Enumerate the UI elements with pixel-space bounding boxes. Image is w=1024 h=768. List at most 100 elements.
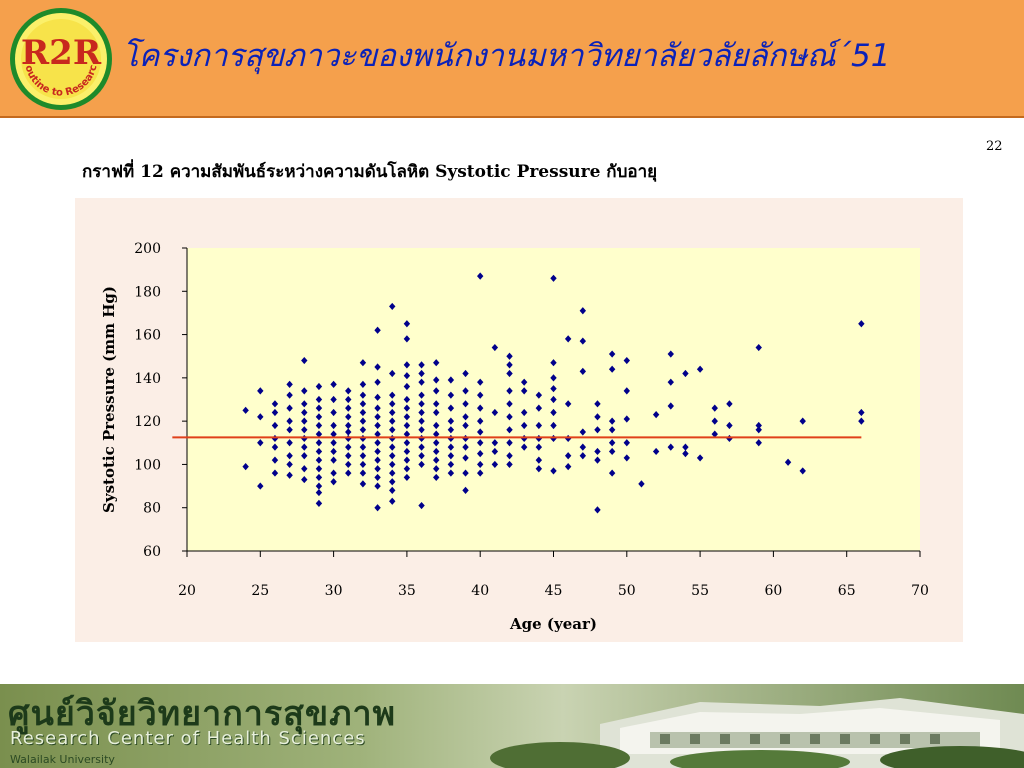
- data-point: [506, 426, 513, 434]
- data-point: [418, 434, 425, 443]
- data-point: [315, 465, 323, 473]
- data-point: [623, 454, 630, 462]
- data-point: [345, 460, 352, 469]
- data-point: [447, 469, 455, 477]
- data-point: [711, 404, 718, 412]
- data-point: [667, 350, 674, 358]
- data-point: [550, 359, 557, 367]
- data-point: [389, 486, 396, 494]
- data-point: [667, 378, 674, 386]
- y-tick-label: 60: [143, 544, 161, 560]
- data-point: [403, 456, 411, 464]
- data-point: [418, 378, 425, 386]
- data-point: [315, 430, 323, 438]
- data-point: [506, 460, 513, 469]
- data-point: [506, 452, 513, 460]
- data-point: [550, 434, 557, 443]
- data-point: [550, 274, 557, 282]
- data-point: [345, 428, 352, 436]
- data-point: [315, 473, 323, 482]
- data-point: [418, 369, 425, 378]
- footer-title-thai: ศูนย์วิจัยวิทยาการสุขภาพ: [8, 694, 397, 734]
- x-tick-label: 25: [251, 583, 269, 599]
- data-point: [667, 402, 674, 410]
- footer-university: Walailak University: [10, 753, 115, 766]
- data-point: [506, 369, 513, 378]
- data-point: [550, 421, 557, 430]
- data-point: [403, 421, 411, 430]
- data-point: [359, 426, 367, 434]
- header-title: โครงการสุขภาวะของพนักงานมหาวิทยาลัยวลัยล…: [122, 38, 891, 74]
- data-point: [858, 417, 865, 425]
- y-tick-label: 200: [134, 241, 161, 257]
- data-point: [359, 452, 367, 460]
- data-point: [491, 460, 499, 469]
- data-point: [345, 395, 352, 404]
- data-point: [506, 352, 513, 360]
- data-point: [608, 439, 616, 447]
- data-point: [418, 408, 425, 417]
- data-point: [315, 447, 323, 456]
- x-axis-label: Age (year): [509, 615, 597, 633]
- data-point: [330, 469, 337, 477]
- data-point: [608, 447, 616, 456]
- data-point: [799, 467, 806, 475]
- data-point: [286, 460, 293, 469]
- data-point: [623, 415, 630, 423]
- x-tick-label: 50: [618, 583, 636, 599]
- data-point: [242, 406, 249, 414]
- svg-text:R2R: R2R: [21, 33, 102, 73]
- data-point: [359, 408, 367, 417]
- data-point: [271, 408, 279, 417]
- data-point: [271, 469, 279, 477]
- data-point: [330, 456, 337, 464]
- data-point: [447, 452, 455, 460]
- x-tick-label: 40: [471, 583, 489, 599]
- x-tick-label: 35: [398, 583, 416, 599]
- data-point: [374, 482, 381, 490]
- scatter-chart: 60 80 100 120 140 160 180 200 20 25 30 35 40 45 50 55 60…: [100, 241, 929, 633]
- data-point: [389, 408, 396, 417]
- data-point: [330, 395, 337, 404]
- chart-panel: 60 80 100 120 140 160 180 200 20 25 30 35 40 45 50 55 60…: [75, 198, 963, 642]
- data-point: [477, 469, 484, 477]
- data-point: [623, 439, 630, 447]
- data-point: [315, 421, 323, 430]
- data-point: [726, 421, 733, 430]
- y-tick-label: 140: [134, 371, 161, 387]
- data-point: [550, 374, 557, 382]
- data-point: [301, 465, 308, 473]
- data-point: [755, 343, 762, 352]
- data-point: [271, 421, 279, 430]
- data-point: [462, 421, 469, 430]
- data-point: [257, 387, 264, 395]
- data-point: [403, 395, 411, 404]
- y-tick-label: 100: [134, 457, 161, 473]
- data-point: [608, 365, 616, 373]
- data-point: [374, 421, 381, 430]
- data-point: [330, 421, 337, 430]
- data-point: [315, 482, 323, 490]
- data-point: [858, 408, 865, 417]
- data-point: [682, 443, 689, 451]
- data-point: [858, 320, 865, 328]
- data-point: [433, 473, 440, 482]
- data-point: [652, 447, 660, 456]
- footer-title-english: Research Center of Health Sciences: [10, 728, 366, 749]
- data-point: [462, 454, 469, 462]
- data-point: [608, 469, 616, 477]
- data-point: [418, 452, 425, 460]
- data-point: [315, 488, 323, 497]
- data-point: [257, 413, 264, 421]
- x-tick-label: 30: [325, 583, 343, 599]
- data-point: [418, 460, 425, 469]
- data-point: [286, 439, 293, 447]
- data-point: [315, 404, 323, 412]
- data-point: [433, 465, 440, 473]
- data-point: [682, 369, 689, 378]
- data-point: [594, 506, 601, 514]
- x-tick-label: 55: [691, 583, 709, 599]
- data-point: [315, 499, 323, 507]
- data-point: [608, 426, 616, 434]
